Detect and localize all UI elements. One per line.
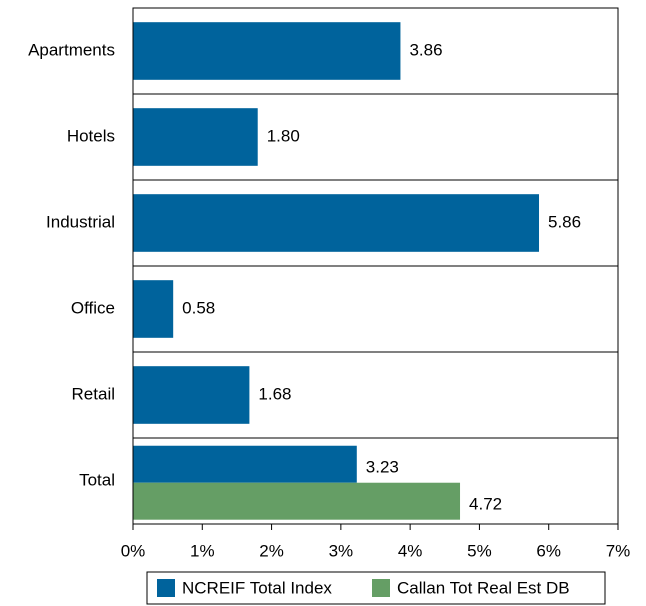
bar <box>133 194 540 252</box>
data-label: 5.86 <box>548 212 581 231</box>
plot-frame <box>132 7 619 525</box>
bar <box>133 280 174 338</box>
y-tick-label: Industrial <box>46 212 115 231</box>
x-tick-label: 4% <box>398 541 423 560</box>
data-label: 4.72 <box>469 495 502 514</box>
y-tick-label: Total <box>79 470 115 489</box>
data-label: 3.23 <box>366 458 399 477</box>
x-tick-label: 5% <box>467 541 492 560</box>
y-tick-label: Retail <box>72 384 115 403</box>
x-tick-label: 1% <box>190 541 215 560</box>
x-tick-label: 6% <box>536 541 561 560</box>
legend-label: Callan Tot Real Est DB <box>397 578 570 597</box>
legend-label: NCREIF Total Index <box>182 578 332 597</box>
x-tick-label: 3% <box>329 541 354 560</box>
legend-swatch <box>157 579 175 597</box>
bar <box>133 482 461 520</box>
data-label: 0.58 <box>182 298 215 317</box>
data-label: 1.68 <box>258 384 291 403</box>
bar <box>133 108 258 166</box>
x-tick-label: 7% <box>606 541 631 560</box>
y-tick-label: Hotels <box>67 126 115 145</box>
x-tick-label: 0% <box>121 541 146 560</box>
data-label: 3.86 <box>409 40 442 59</box>
data-label: 1.80 <box>267 126 300 145</box>
x-tick-label: 2% <box>259 541 284 560</box>
y-tick-label: Apartments <box>28 40 115 59</box>
y-tick-label: Office <box>71 298 115 317</box>
bar <box>133 445 357 483</box>
legend-swatch <box>372 579 390 597</box>
bar <box>133 366 250 424</box>
bar <box>133 22 401 80</box>
